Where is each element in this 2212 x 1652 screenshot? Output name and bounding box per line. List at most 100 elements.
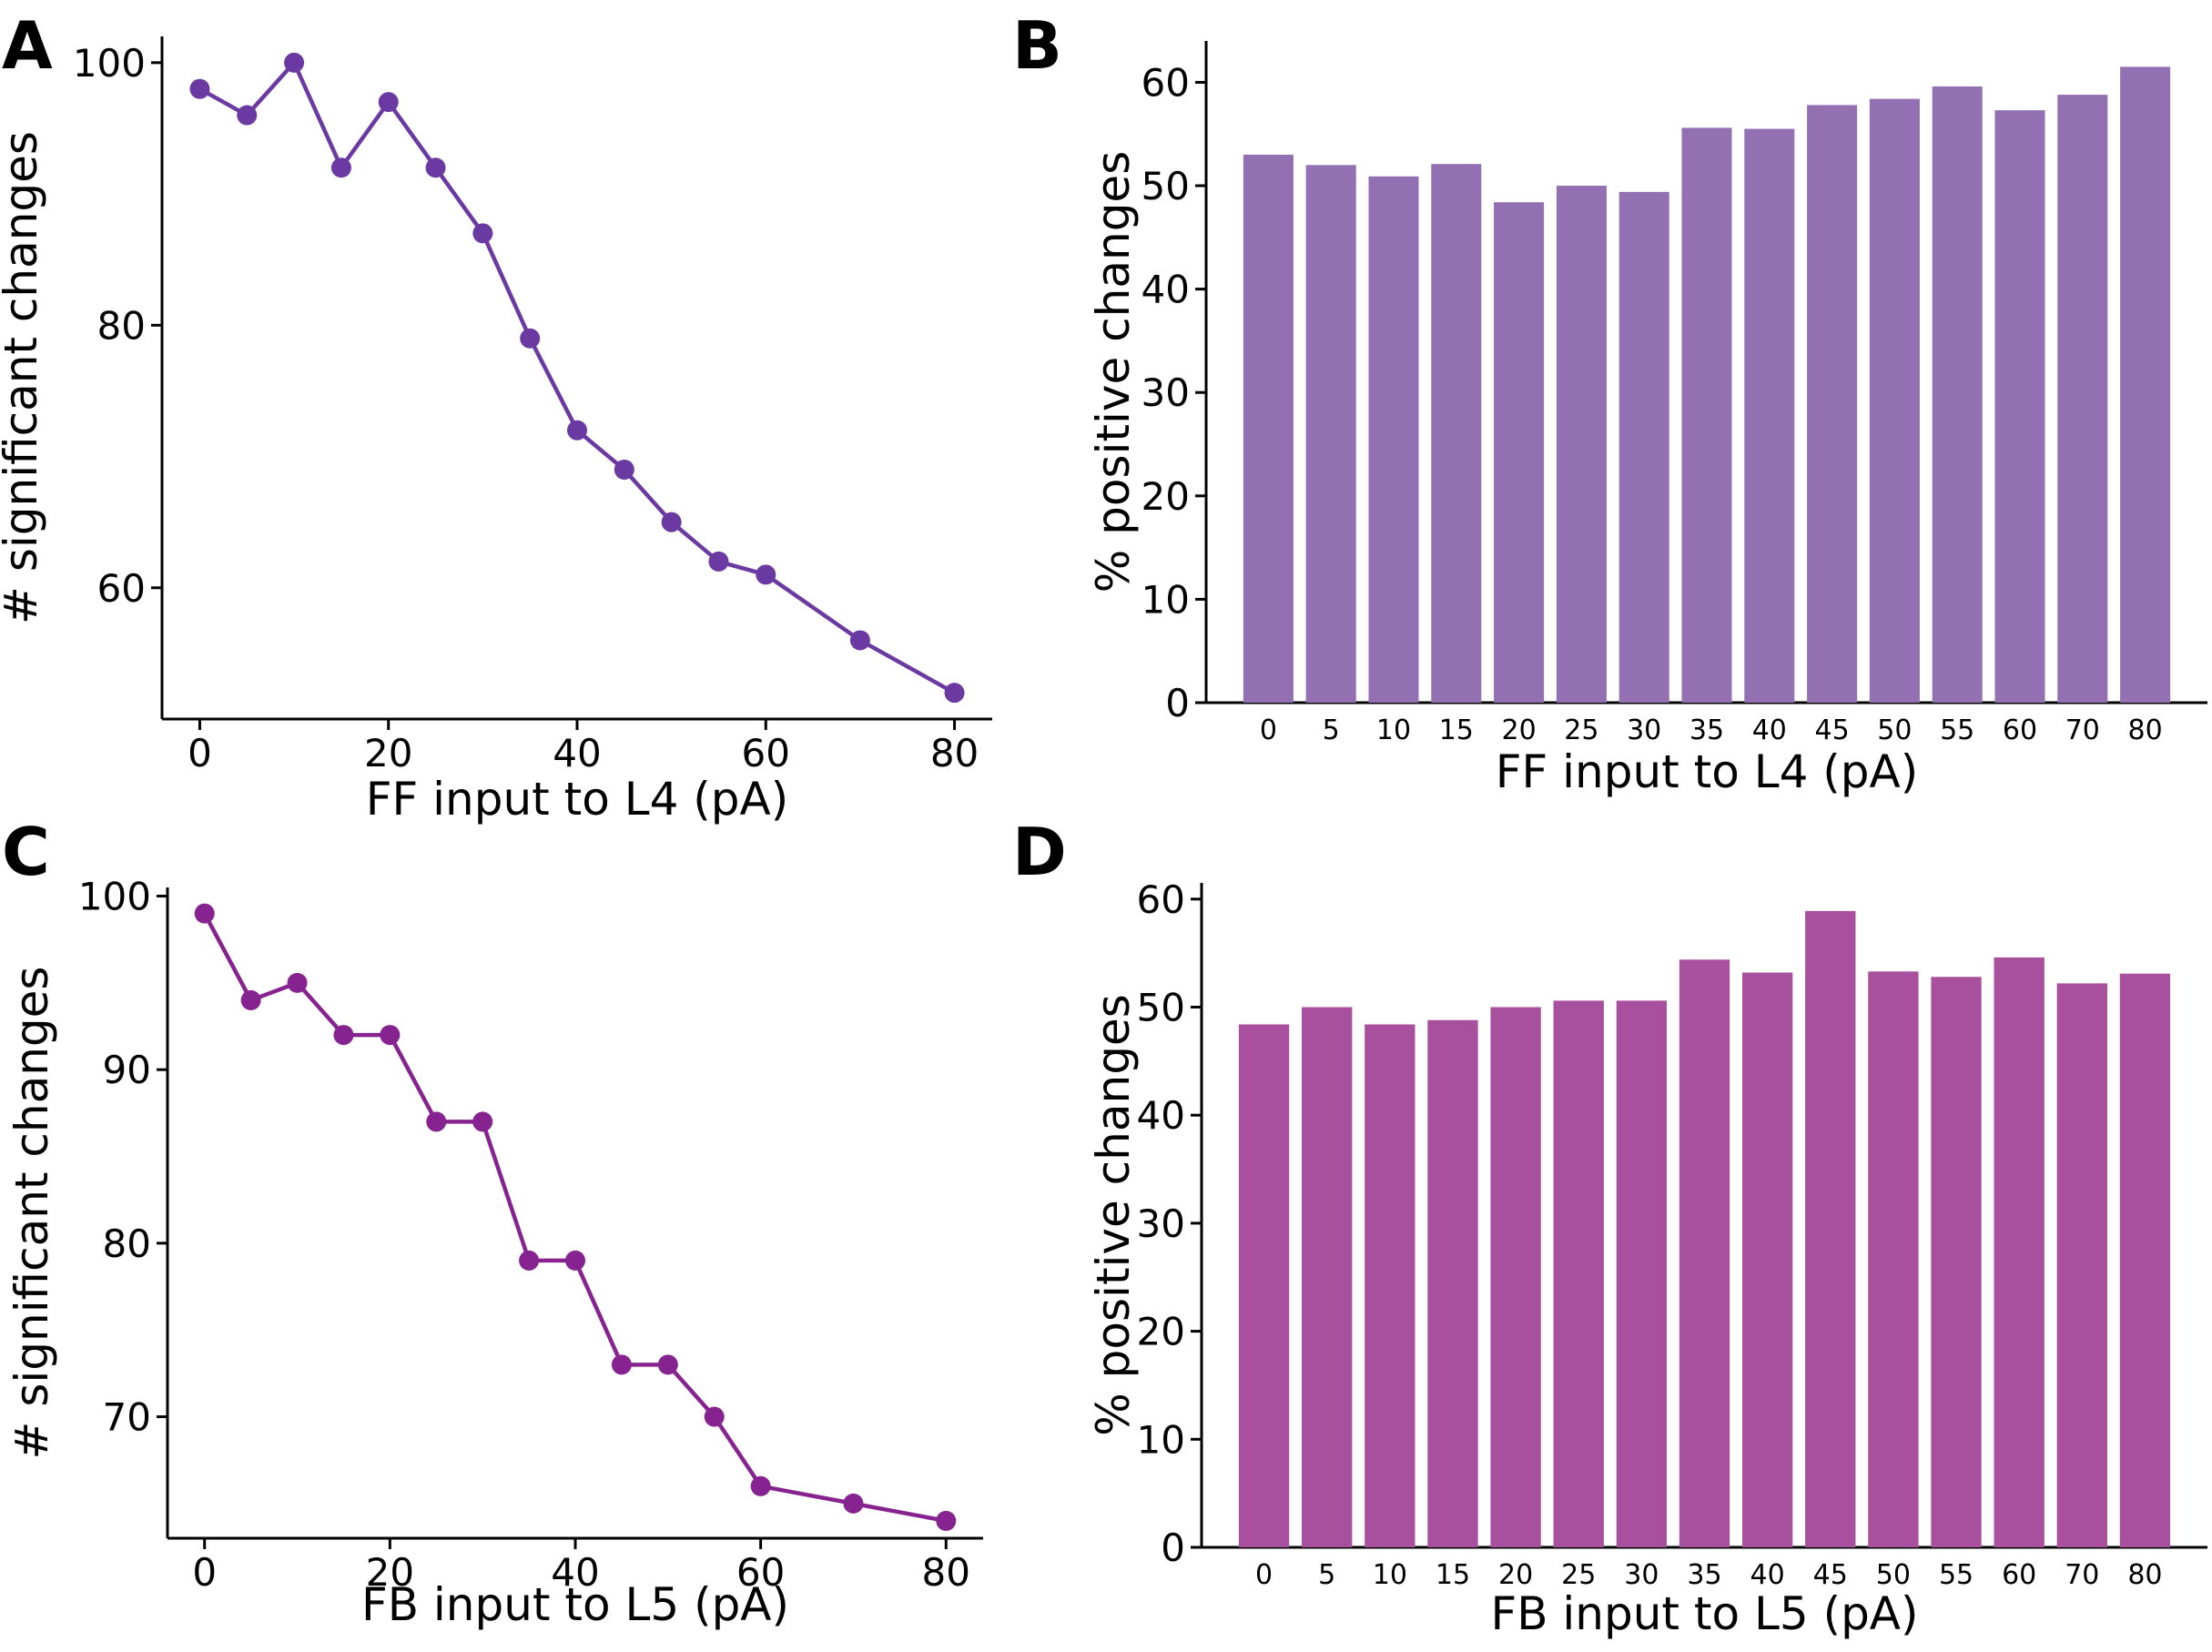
bar xyxy=(1868,971,1919,1547)
panel-letter-d: D xyxy=(1012,814,1067,890)
panel-b: B 0 10 20 30 40 50 60 0 5 10 15 20 25 30 35 40 45 50 55 60 7… xyxy=(1012,0,2212,828)
x-tick-label: 60 xyxy=(2003,715,2037,746)
series-line xyxy=(202,912,947,1524)
x-tick-label: 0 xyxy=(1260,715,1277,746)
data-point xyxy=(472,1111,493,1132)
bar xyxy=(1490,1007,1541,1547)
bar-chart-d: 0 10 20 30 40 50 60 0 5 10 15 20 25 30 35 40 45 50 55 60 70 8… xyxy=(1087,877,2207,1640)
x-axis-label: FB input to L5 (pA) xyxy=(361,1578,789,1631)
x-tick-label: 5 xyxy=(1323,715,1340,746)
bar xyxy=(1302,1007,1353,1547)
bar xyxy=(2056,983,2107,1547)
bar xyxy=(1932,86,1983,703)
data-point xyxy=(750,1475,771,1496)
y-tick-label: 30 xyxy=(1137,1201,1185,1246)
x-tick-label: 50 xyxy=(1876,1559,1911,1591)
y-tick-label: 0 xyxy=(1161,1525,1185,1570)
panel-letter-c: C xyxy=(2,814,50,890)
y-tick-label: 0 xyxy=(1165,681,1190,725)
bar xyxy=(2119,973,2171,1547)
bar xyxy=(1679,959,1730,1547)
y-tick-label: 20 xyxy=(1137,1310,1185,1354)
y-tick-label: 40 xyxy=(1142,268,1190,312)
data-point xyxy=(378,92,399,113)
y-tick-label: 100 xyxy=(78,875,151,919)
y-tick-label: 30 xyxy=(1142,370,1190,415)
line-chart-a: 60 80 100 0 20 40 60 80 FF input to L4 (pA) # sig… xyxy=(0,36,992,826)
x-tick-label: 40 xyxy=(1752,715,1787,746)
x-tick-label: 0 xyxy=(188,731,212,775)
bar xyxy=(1431,164,1482,703)
data-point xyxy=(704,1406,725,1427)
y-tick-label: 50 xyxy=(1142,164,1190,208)
bar xyxy=(1869,98,1920,704)
y-axis-label: % positive changes xyxy=(1087,151,1140,593)
data-point xyxy=(194,903,215,924)
bar xyxy=(1368,176,1419,704)
bar xyxy=(1931,977,1982,1547)
x-axis-label: FB input to L5 (pA) xyxy=(1490,1587,1918,1640)
bar xyxy=(2120,66,2171,703)
data-point xyxy=(661,512,682,532)
data-point xyxy=(611,1354,632,1375)
bar xyxy=(1243,154,1294,703)
line-chart-c: 70 80 90 100 0 20 40 60 80 FB input to L5 (pA) # s… xyxy=(5,875,983,1631)
y-tick-label: 50 xyxy=(1137,986,1185,1030)
x-tick-label: 60 xyxy=(2002,1559,2036,1591)
x-tick-label: 70 xyxy=(2065,715,2100,746)
panel-d: D 0 10 20 30 40 50 60 0 5 10 15 20 25 30 35 40 45 50 55 60 7… xyxy=(1012,819,2212,1652)
x-tick-label: 20 xyxy=(1498,1559,1533,1591)
data-point xyxy=(944,683,965,704)
x-tick-label: 60 xyxy=(736,1550,785,1595)
x-tick-label: 40 xyxy=(553,731,601,775)
data-point xyxy=(843,1493,864,1514)
y-axis-label: # significant changes xyxy=(5,967,58,1460)
y-tick-label: 10 xyxy=(1142,577,1190,622)
y-tick-label: 60 xyxy=(1142,60,1190,105)
x-tick-label: 30 xyxy=(1624,1559,1659,1591)
y-tick-label: 20 xyxy=(1142,474,1190,519)
data-point xyxy=(756,564,776,585)
bar xyxy=(1494,202,1545,704)
data-point xyxy=(708,551,729,572)
data-point xyxy=(425,157,446,178)
x-tick-label: 45 xyxy=(1815,715,1850,746)
x-tick-label: 80 xyxy=(2127,1559,2162,1591)
x-tick-label: 15 xyxy=(1436,1559,1470,1591)
bar xyxy=(1238,1024,1290,1547)
bar xyxy=(1807,105,1858,704)
bar xyxy=(1994,110,2045,704)
x-tick-label: 25 xyxy=(1561,1559,1596,1591)
bar xyxy=(2057,95,2108,704)
panel-letter-a: A xyxy=(2,7,53,84)
data-point xyxy=(189,78,210,99)
bar xyxy=(1741,972,1793,1547)
panel-letter-b: B xyxy=(1012,7,1062,84)
y-tick-label: 80 xyxy=(97,303,146,348)
bar xyxy=(1681,127,1732,703)
x-tick-label: 55 xyxy=(1939,1559,1974,1591)
x-tick-label: 35 xyxy=(1689,715,1724,746)
bar-chart-b: 0 10 20 30 40 50 60 0 5 10 15 20 25 30 35 40 45 50 55 60 70 8… xyxy=(1087,41,2207,798)
y-tick-label: 90 xyxy=(103,1048,151,1092)
bar xyxy=(1427,1019,1478,1547)
x-axis-label: FF input to L4 (pA) xyxy=(1496,745,1919,798)
bar xyxy=(1365,1024,1415,1547)
data-point xyxy=(936,1510,957,1531)
x-tick-label: 80 xyxy=(922,1550,970,1595)
y-axis-label: % positive changes xyxy=(1087,994,1140,1435)
y-tick-label: 100 xyxy=(73,41,146,86)
data-point xyxy=(330,157,351,178)
bar xyxy=(1805,910,1856,1547)
y-tick-label: 60 xyxy=(97,566,146,611)
x-tick-label: 50 xyxy=(1877,715,1912,746)
x-tick-label: 70 xyxy=(2065,1559,2099,1591)
x-tick-label: 45 xyxy=(1813,1559,1848,1591)
data-point xyxy=(426,1111,447,1132)
series-line xyxy=(198,60,956,695)
x-tick-label: 80 xyxy=(2128,715,2163,746)
x-tick-label: 5 xyxy=(1318,1559,1335,1591)
data-point xyxy=(237,105,258,126)
data-point xyxy=(284,52,305,73)
x-tick-label: 20 xyxy=(364,731,412,775)
